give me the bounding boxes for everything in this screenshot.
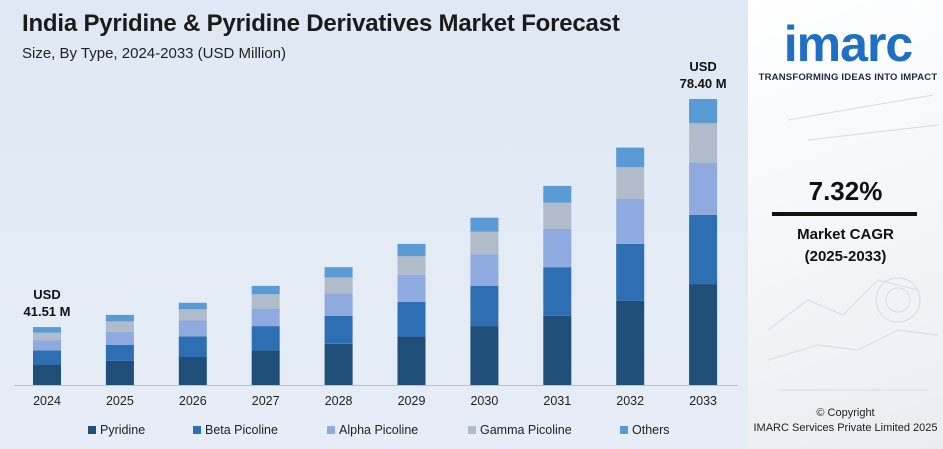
last-bar-total-label-line-1: USD — [689, 59, 716, 74]
x-tick-label: 2031 — [543, 394, 571, 408]
bar-segment-beta-picoline-2026 — [178, 336, 207, 357]
bar-segment-others-2026 — [178, 302, 207, 310]
bar-segment-beta-picoline-2032 — [616, 243, 645, 301]
chart-legend: Pyridine Beta Picoline Alpha Picoline Gamma… — [0, 421, 748, 439]
logo-wordmark: imarc — [783, 16, 913, 72]
bar-segment-beta-picoline-2033 — [689, 214, 718, 285]
bar-segment-beta-picoline-2030 — [470, 285, 499, 327]
bar-segment-gamma-picoline-2025 — [105, 321, 134, 332]
cagr-divider — [772, 212, 917, 216]
bar-segment-others-2027 — [251, 285, 280, 295]
bar-segment-beta-picoline-2024 — [33, 350, 61, 365]
bar-segment-alpha-picoline-2025 — [105, 331, 134, 345]
bar-segment-gamma-picoline-2031 — [543, 202, 572, 229]
chart-subtitle: Size, By Type, 2024-2033 (USD Million) — [22, 45, 287, 62]
legend-item-others: Others — [620, 421, 670, 439]
x-tick-label: 2033 — [689, 394, 717, 408]
legend-item-alpha-picoline: Alpha Picoline — [327, 421, 418, 439]
legend-item-beta-picoline: Beta Picoline — [193, 421, 278, 439]
imarc-logo: imarc TRANSFORMING IDEAS INTO IMPACT — [758, 18, 938, 83]
bar-segment-gamma-picoline-2024 — [33, 332, 61, 341]
bar-segment-beta-picoline-2029 — [397, 301, 426, 337]
legend-item-pyridine: Pyridine — [88, 421, 145, 439]
bar-segment-others-2031 — [543, 185, 572, 203]
bar-segment-pyridine-2032 — [616, 300, 645, 385]
bar-segment-gamma-picoline-2030 — [470, 231, 499, 255]
legend-swatch — [193, 426, 201, 434]
x-tick-label: 2029 — [398, 394, 426, 408]
decorative-background-graphic — [767, 94, 939, 391]
x-tick-label: 2026 — [179, 394, 207, 408]
legend-swatch — [327, 426, 335, 434]
bar-segment-gamma-picoline-2027 — [251, 294, 280, 309]
bar-segment-beta-picoline-2031 — [543, 267, 572, 316]
bar-segment-beta-picoline-2027 — [251, 326, 280, 351]
chart-title: India Pyridine & Pyridine Derivatives Ma… — [22, 10, 620, 37]
bar-segment-alpha-picoline-2026 — [178, 320, 207, 337]
bar-segment-gamma-picoline-2033 — [689, 123, 718, 163]
copyright-line-1: © Copyright — [816, 407, 875, 419]
cagr-period: (2025-2033) — [804, 248, 887, 265]
bar-segment-alpha-picoline-2027 — [251, 308, 280, 327]
bar-segment-others-2025 — [105, 314, 134, 322]
bar-segment-pyridine-2027 — [251, 350, 280, 385]
bar-segment-pyridine-2026 — [178, 357, 207, 385]
bar-segment-pyridine-2025 — [105, 360, 134, 385]
bar-segment-others-2029 — [397, 243, 426, 257]
bar-segment-pyridine-2033 — [689, 284, 718, 385]
bar-segment-alpha-picoline-2031 — [543, 228, 572, 268]
bar-segment-beta-picoline-2028 — [324, 315, 353, 344]
legend-swatch — [88, 426, 96, 434]
bar-segment-alpha-picoline-2028 — [324, 293, 353, 316]
bar-segment-alpha-picoline-2030 — [470, 254, 499, 286]
x-tick-label: 2027 — [252, 394, 280, 408]
first-bar-total-label-line-2: 41.51 M — [24, 304, 71, 319]
bar-segment-beta-picoline-2025 — [105, 344, 134, 361]
legend-item-gamma-picoline: Gamma Picoline — [468, 421, 572, 439]
brand-sidebar: imarc TRANSFORMING IDEAS INTO IMPACT 7.3… — [748, 0, 943, 449]
bar-segment-pyridine-2030 — [470, 326, 499, 385]
bar-segment-pyridine-2028 — [324, 343, 353, 385]
bar-segment-pyridine-2029 — [397, 336, 426, 385]
logo-tagline: TRANSFORMING IDEAS INTO IMPACT — [758, 72, 938, 83]
bar-segment-gamma-picoline-2028 — [324, 277, 353, 294]
bar-segment-others-2028 — [324, 267, 353, 278]
legend-label: Gamma Picoline — [480, 423, 572, 437]
bar-segment-others-2030 — [470, 217, 499, 232]
bar-segment-others-2032 — [616, 147, 645, 168]
last-bar-total-label-line-2: 78.40 M — [680, 76, 727, 91]
chart-panel: India Pyridine & Pyridine Derivatives Ma… — [0, 0, 748, 449]
bar-segment-others-2024 — [33, 327, 61, 333]
legend-label: Pyridine — [100, 423, 146, 437]
x-tick-label: 2028 — [325, 394, 353, 408]
bar-segment-alpha-picoline-2033 — [689, 162, 718, 215]
stacked-bar-chart: 2024 2025 2026 2027 2028 2029 2030 2031 2032 2033… — [14, 59, 738, 408]
copyright-line-2: IMARC Services Private Limited 2025 — [753, 422, 938, 434]
cagr-value: 7.32% — [808, 176, 883, 206]
bar-segment-others-2033 — [689, 99, 718, 124]
legend-label: Alpha Picoline — [339, 423, 419, 437]
bar-segment-gamma-picoline-2029 — [397, 256, 426, 275]
bar-segment-alpha-picoline-2032 — [616, 199, 645, 244]
bar-segment-pyridine-2024 — [33, 364, 61, 385]
first-bar-total-label-line-1: USD — [33, 287, 60, 302]
bar-segment-gamma-picoline-2032 — [616, 167, 645, 199]
legend-label: Others — [632, 423, 670, 437]
x-tick-label: 2030 — [470, 394, 498, 408]
legend-label: Beta Picoline — [205, 423, 278, 437]
bar-segment-gamma-picoline-2026 — [178, 309, 207, 321]
x-tick-label: 2024 — [33, 394, 61, 408]
cagr-label: Market CAGR — [797, 226, 894, 243]
x-tick-label: 2025 — [106, 394, 134, 408]
bar-segment-alpha-picoline-2024 — [33, 340, 61, 351]
x-tick-label: 2032 — [616, 394, 644, 408]
bar-segment-alpha-picoline-2029 — [397, 274, 426, 302]
legend-swatch — [620, 426, 628, 434]
bar-segment-pyridine-2031 — [543, 315, 572, 385]
legend-swatch — [468, 426, 476, 434]
